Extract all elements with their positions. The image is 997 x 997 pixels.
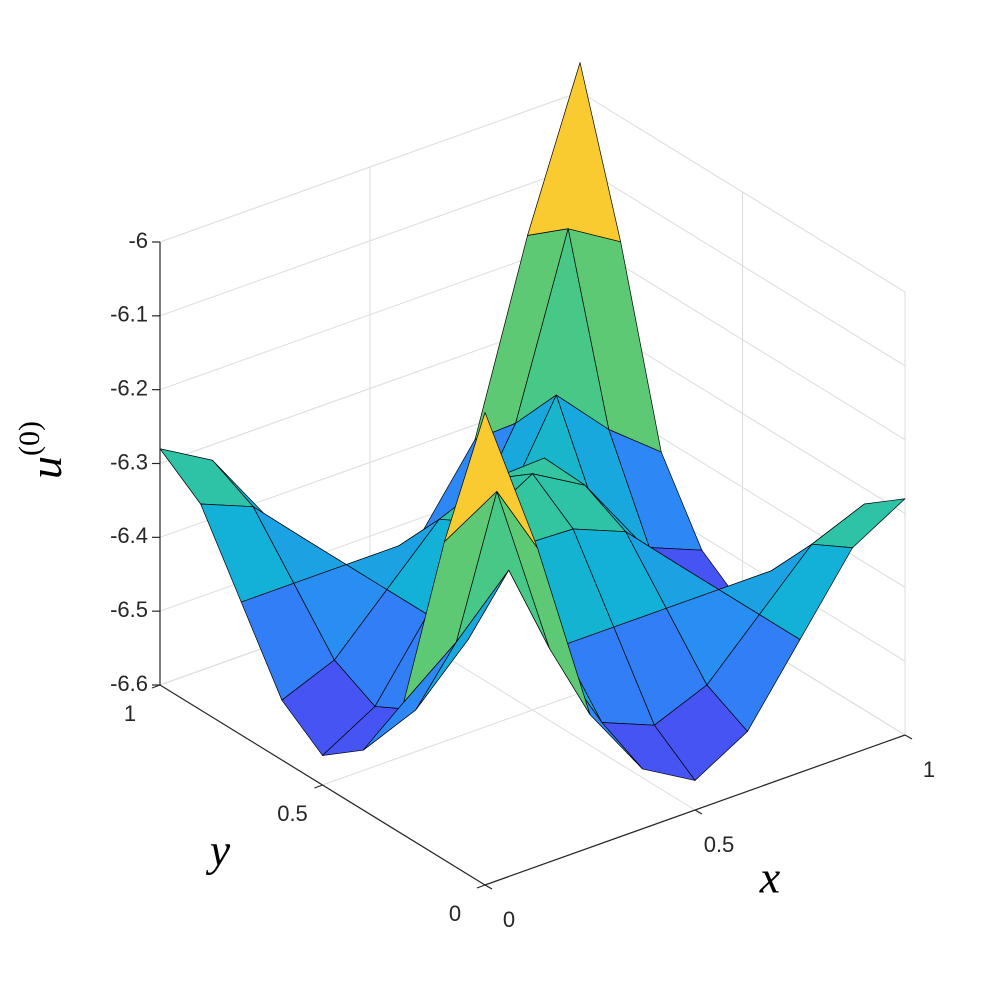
x-tick-label: 0 xyxy=(503,907,515,932)
x-tick-label: 0.5 xyxy=(704,832,735,857)
z-tick-label: -6.6 xyxy=(110,671,148,696)
z-tick-label: -6.3 xyxy=(110,449,148,474)
surface-patch xyxy=(527,62,621,243)
y-tick xyxy=(314,784,323,789)
x-tick xyxy=(484,884,493,890)
axes: 0 0.5 1 0 0.5 1 -6.6 -6.5 -6.4 -6.3 -6.2 -6.1 -6 xyxy=(110,228,935,932)
z-tick-label: -6.5 xyxy=(110,597,148,622)
surface-patch xyxy=(811,498,906,549)
z-axis-label: u(0) xyxy=(13,421,71,479)
z-tick-label: -6.1 xyxy=(110,302,148,327)
y-axis-label: y xyxy=(206,825,231,876)
x-tick xyxy=(904,734,913,740)
y-tick-label: 0.5 xyxy=(277,801,308,826)
x-axis-label: x xyxy=(759,852,781,903)
z-tick-label: -6.4 xyxy=(110,523,148,548)
surface-patch xyxy=(159,448,254,508)
x-tick xyxy=(694,809,703,815)
z-axis-label-sup: (0) xyxy=(13,421,46,456)
z-tick-label: -6.2 xyxy=(110,375,148,400)
y-tick-label: 0 xyxy=(449,901,461,926)
z-tick-label: -6 xyxy=(128,228,148,253)
surface-patch xyxy=(444,412,538,549)
x-tick-label: 1 xyxy=(923,757,935,782)
y-tick-label: 1 xyxy=(124,701,136,726)
surface xyxy=(159,62,906,781)
y-tick xyxy=(476,884,486,889)
z-axis-label-base: u xyxy=(20,456,71,479)
